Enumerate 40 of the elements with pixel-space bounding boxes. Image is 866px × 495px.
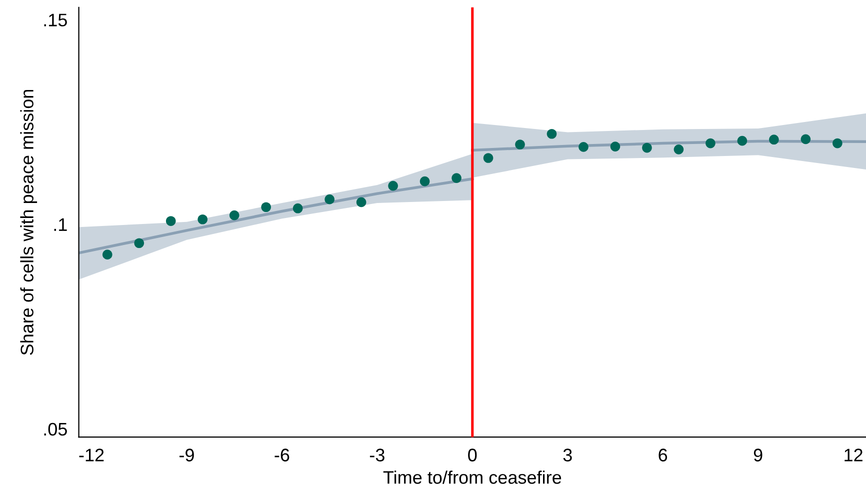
line-series — [78, 177, 474, 254]
point — [737, 136, 748, 146]
y-tick-label: .1 — [54, 218, 67, 231]
x-tick-label: 9 — [754, 448, 762, 462]
point — [800, 134, 811, 144]
point — [452, 173, 462, 183]
point — [610, 142, 620, 152]
point — [642, 142, 652, 153]
point — [546, 128, 557, 139]
point — [832, 138, 842, 148]
point — [706, 138, 716, 148]
x-tick-label: -3 — [370, 448, 384, 462]
point — [261, 202, 271, 212]
x-tick-label: -12 — [79, 448, 104, 462]
point — [769, 134, 779, 145]
point — [578, 142, 588, 152]
point — [420, 176, 430, 186]
x-tick-label: -6 — [274, 448, 290, 462]
point — [388, 180, 398, 191]
point — [515, 140, 525, 150]
point — [102, 250, 112, 260]
line-series — [471, 140, 866, 152]
point — [166, 216, 176, 226]
x-tick-label: 0 — [468, 448, 477, 462]
y-tick-label: .05 — [44, 422, 67, 436]
x-tick-label: -9 — [180, 448, 194, 462]
point — [198, 214, 208, 224]
x-tick-label: 6 — [658, 448, 668, 462]
y-axis-title: Share of cells with peace mission — [20, 90, 38, 355]
point — [229, 210, 240, 220]
point — [483, 153, 494, 163]
point — [356, 197, 366, 208]
x-tick-label: 12 — [844, 448, 862, 462]
point — [134, 238, 144, 248]
point — [292, 203, 303, 214]
y-tick-label: .15 — [44, 14, 67, 26]
point — [674, 144, 684, 154]
point — [324, 194, 334, 204]
x-tick-label: 3 — [563, 448, 572, 462]
x-axis-title: Time to/from ceasefire — [383, 470, 562, 484]
